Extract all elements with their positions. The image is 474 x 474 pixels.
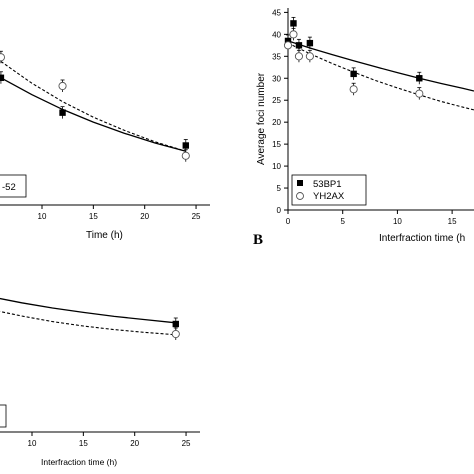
y-tick-label: 15	[272, 140, 281, 149]
x-tick-label: 20	[130, 439, 139, 448]
data-point-open-circle	[0, 53, 5, 62]
data-point-filled-square	[295, 42, 303, 49]
x-tick-label: 25	[192, 212, 201, 221]
legend-box	[0, 174, 27, 198]
data-point-filled-square	[350, 70, 357, 78]
x-axis-title: Interfraction time (h)	[41, 457, 117, 467]
x-tick-label: 10	[393, 217, 402, 226]
data-point-filled-square	[290, 20, 297, 27]
data-point-open-circle	[305, 52, 314, 61]
y-tick-label: 35	[272, 52, 281, 61]
y-axis-title: Average foci number	[256, 72, 267, 165]
y-tick-label: 45	[272, 8, 281, 17]
fit-curve-dashed	[287, 42, 474, 111]
legend-box	[291, 174, 367, 206]
data-point-filled-square	[0, 74, 5, 81]
legend-marker-yh2ax	[296, 192, 304, 200]
plot-area	[283, 16, 474, 111]
data-point-open-circle	[349, 85, 358, 94]
y-tick-label: 0	[277, 206, 282, 215]
y-tick-label: 25	[272, 96, 281, 105]
panel-top-right: 0 5 10 15 20 25 30 35 40 45 0 5 10 15 53BP1 YH2AX Av…	[253, 8, 474, 248]
x-tick-label: 0	[286, 217, 291, 226]
data-point-open-circle	[171, 329, 180, 339]
data-point-filled-square	[306, 39, 314, 47]
legend: 53BP1 YH2AX	[291, 174, 367, 206]
plot-area	[0, 297, 180, 340]
fit-curve-dashed	[0, 310, 176, 336]
y-tick-label: 30	[272, 74, 281, 83]
y-tick-label: 5	[277, 184, 282, 193]
y-axis-ticks: 0 5 10 15 20 25 30 35 40 45	[272, 8, 288, 215]
fit-curve-solid	[0, 297, 176, 324]
x-tick-label: 10	[38, 212, 47, 221]
y-tick-label: 40	[272, 30, 281, 39]
data-point-open-circle	[415, 89, 424, 98]
x-tick-label: 10	[28, 439, 37, 448]
x-tick-label: 15	[89, 212, 98, 221]
data-point-filled-square	[182, 142, 189, 149]
panel-label-b: B	[253, 232, 263, 248]
y-tick-label: 20	[272, 118, 281, 127]
data-point-open-circle	[283, 41, 293, 50]
plot-area	[0, 50, 190, 162]
data-point-open-circle	[58, 81, 67, 91]
x-axis-title: Time (h)	[86, 230, 123, 241]
x-axis-ticks: 10 15 20 25	[28, 432, 191, 448]
x-tick-label: 15	[448, 217, 457, 226]
data-point-open-circle	[289, 30, 298, 39]
x-tick-label: 15	[79, 439, 88, 448]
data-point-filled-square	[172, 320, 179, 328]
panel-bottom-left: 10 15 20 25 Interfraction time (h)	[0, 297, 200, 467]
x-axis-ticks: 10 15 20 25	[38, 205, 201, 221]
data-point-open-circle	[294, 52, 303, 61]
panel-top-left: 10 15 20 25 -52 Time (h)	[0, 50, 210, 241]
data-point-filled-square	[416, 75, 423, 82]
x-tick-label: 5	[340, 217, 345, 226]
x-axis-title: Interfraction time (h	[379, 233, 465, 244]
x-tick-label: 25	[182, 439, 191, 448]
fit-curve-dashed	[0, 60, 186, 152]
legend-label-53bp1: 53BP1	[313, 179, 342, 190]
x-tick-label: 20	[140, 212, 149, 221]
legend-label-yh2ax: YH2AX	[313, 191, 345, 202]
fit-curve-solid	[0, 77, 186, 152]
y-tick-label: 10	[272, 162, 281, 171]
data-point-open-circle	[181, 151, 190, 160]
data-point-filled-square	[59, 109, 66, 116]
fit-curve-solid	[287, 40, 474, 92]
legend-label: -52	[2, 182, 16, 193]
legend-marker-53bp1	[297, 180, 303, 186]
x-axis-ticks: 0 5 10 15	[286, 210, 457, 226]
legend-box	[0, 404, 7, 428]
